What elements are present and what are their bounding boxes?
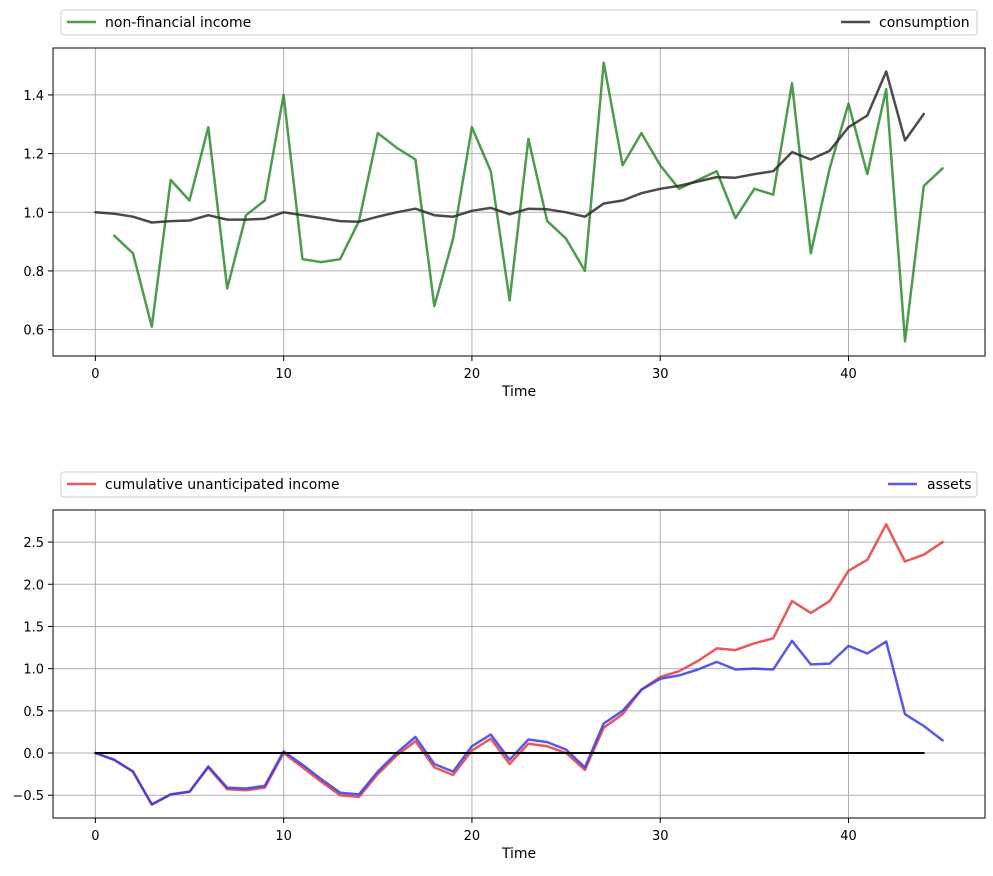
chart-2-x-tick-label: 20	[464, 829, 481, 844]
chart-1: non-financial income consumption 0 10 20 30…	[23, 9, 986, 400]
chart-2-legend-label-cumulative: cumulative unanticipated income	[105, 477, 340, 493]
chart-1-series	[94, 61, 944, 343]
chart-2-y-tick-label: 1.0	[23, 663, 44, 678]
chart-2-x-axis-label: Time	[501, 846, 536, 862]
chart-1-series-line-2	[94, 70, 926, 224]
chart-1-y-tick-label: 1.4	[23, 89, 44, 104]
chart-1-grid	[53, 48, 985, 356]
chart-1-x-ticks: 0 10 20 30 40	[91, 356, 857, 382]
chart-1-y-ticks: 0.6 0.8 1.0 1.2 1.4	[23, 89, 53, 339]
chart-1-y-tick-label: 0.6	[23, 324, 44, 339]
chart-1-legend-label-income: non-financial income	[105, 15, 251, 31]
chart-1-x-tick-label: 40	[840, 367, 857, 382]
chart-1-y-tick-label: 1.2	[23, 148, 44, 163]
chart-1-legend-frame	[60, 9, 978, 36]
chart-2-y-tick-label: 1.5	[23, 620, 44, 635]
chart-2-series-line-2	[94, 639, 944, 806]
chart-1-x-axis-label: Time	[501, 384, 536, 400]
chart-1-series-line-1	[112, 61, 944, 343]
chart-1-x-tick-label: 20	[464, 367, 481, 382]
chart-2-grid	[53, 510, 985, 818]
chart-2-plot-frame	[52, 509, 986, 819]
chart-2-x-tick-label: 0	[91, 829, 99, 844]
chart-2-y-tick-label: −0.5	[12, 789, 44, 804]
chart-1-y-tick-label: 0.8	[23, 265, 44, 280]
chart-1-legend: non-financial income consumption	[60, 9, 978, 36]
chart-1-x-tick-label: 30	[652, 367, 669, 382]
chart-2-y-tick-label: 2.5	[23, 536, 44, 551]
chart-2-x-tick-label: 40	[840, 829, 857, 844]
chart-2-y-ticks: −0.5 0.0 0.5 1.0 1.5 2.0 2.5	[12, 536, 53, 804]
chart-1-x-tick-label: 10	[275, 367, 292, 382]
chart-2-legend-label-assets: assets	[927, 477, 972, 493]
chart-2-x-ticks: 0 10 20 30 40	[91, 818, 857, 844]
chart-2-y-tick-label: 0.5	[23, 705, 44, 720]
chart-2-series	[94, 523, 944, 806]
chart-2-x-tick-label: 10	[275, 829, 292, 844]
chart-1-legend-label-consumption: consumption	[879, 15, 970, 31]
chart-2-x-tick-label: 30	[652, 829, 669, 844]
chart-2-legend: cumulative unanticipated income assets	[60, 471, 978, 498]
chart-2-y-tick-label: 0.0	[23, 747, 44, 762]
chart-1-x-tick-label: 0	[91, 367, 99, 382]
chart-2: cumulative unanticipated income assets 0…	[12, 471, 986, 862]
chart-2-legend-frame	[60, 471, 978, 498]
chart-2-y-tick-label: 2.0	[23, 578, 44, 593]
chart-1-y-tick-label: 1.0	[23, 206, 44, 221]
chart-1-plot-frame	[52, 47, 986, 357]
